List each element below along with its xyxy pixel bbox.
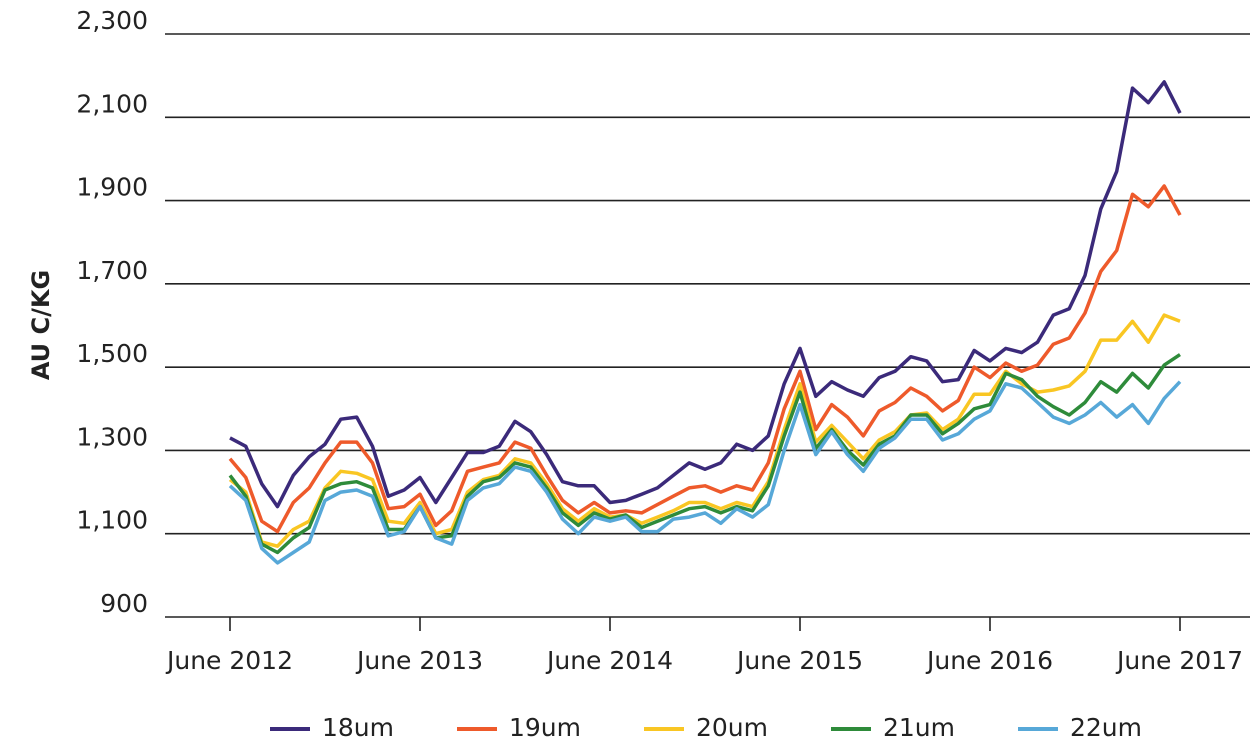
line-series <box>229 80 1182 509</box>
y-tick-label: 2,100 <box>76 89 148 118</box>
y-tick-label: 2,300 <box>76 6 148 35</box>
y-axis-label: AU C/KG <box>27 270 55 380</box>
line-series <box>228 313 1181 548</box>
line-series <box>228 184 1182 534</box>
x-tick-label: June 2013 <box>355 646 483 675</box>
line-series <box>228 380 1182 565</box>
y-tick-label: 1,100 <box>76 506 148 535</box>
y-tick-label: 1,500 <box>76 339 148 368</box>
legend-label: 20um <box>696 713 768 742</box>
y-tick-label: 900 <box>100 589 148 618</box>
y-tick-label: 1,900 <box>76 173 148 202</box>
x-tick-label: June 2015 <box>735 646 863 675</box>
legend-label: 18um <box>322 713 394 742</box>
y-tick-label: 1,300 <box>76 422 148 451</box>
legend-label: 19um <box>509 713 581 742</box>
x-tick-label: June 2014 <box>545 646 673 675</box>
x-tick-label: June 2017 <box>1115 646 1243 675</box>
line-series <box>228 353 1181 555</box>
y-tick-label: 1,700 <box>76 256 148 285</box>
legend-label: 22um <box>1070 713 1142 742</box>
x-tick-label: June 2016 <box>925 646 1053 675</box>
legend-label: 21um <box>883 713 955 742</box>
x-tick-label: June 2012 <box>165 646 293 675</box>
